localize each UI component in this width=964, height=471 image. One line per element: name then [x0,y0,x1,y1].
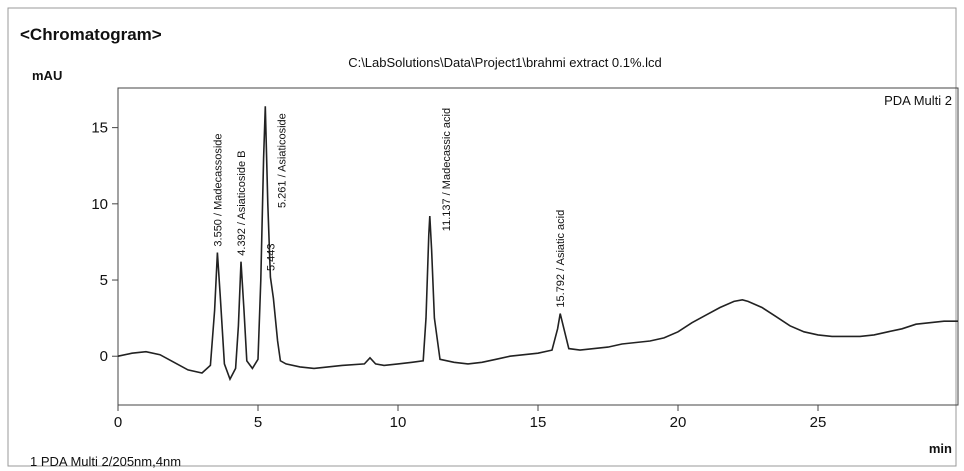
frame [7,7,957,467]
peak-label: 5.443 [265,243,277,271]
legend-entry: PDA Multi 2 [884,93,952,108]
peak-label: 11.137 / Madecassic acid [441,108,453,231]
footer: 1 PDA Multi 2/205nm,4nm [30,454,181,469]
header: <Chromatogram> [20,25,162,44]
peak-label: 15.792 / Asiatic acid [555,210,567,308]
peak-label: 5.261 / Asiaticoside [276,113,288,208]
y-tick-label: 0 [100,348,108,365]
y-tick-label: 10 [91,196,108,213]
x-tick-label: 5 [254,414,262,431]
x-tick-label: 0 [114,414,122,431]
peak-label: 3.550 / Madecassoside [212,133,224,246]
trace [117,106,958,382]
x-axis-label: min [929,441,952,456]
x-tick-label: 10 [390,414,407,431]
y-axis-label: mAU [32,68,62,83]
chart-title: C:\LabSolutions\Data\Project1\brahmi ext… [348,55,662,70]
x-tick-label: 25 [810,414,827,431]
peak-label: 4.392 / Asiaticoside B [236,151,248,256]
y-tick-label: 15 [91,120,108,137]
x-tick-label: 20 [670,414,687,431]
y-tick-label: 5 [100,272,108,289]
x-tick-label: 15 [530,414,547,431]
